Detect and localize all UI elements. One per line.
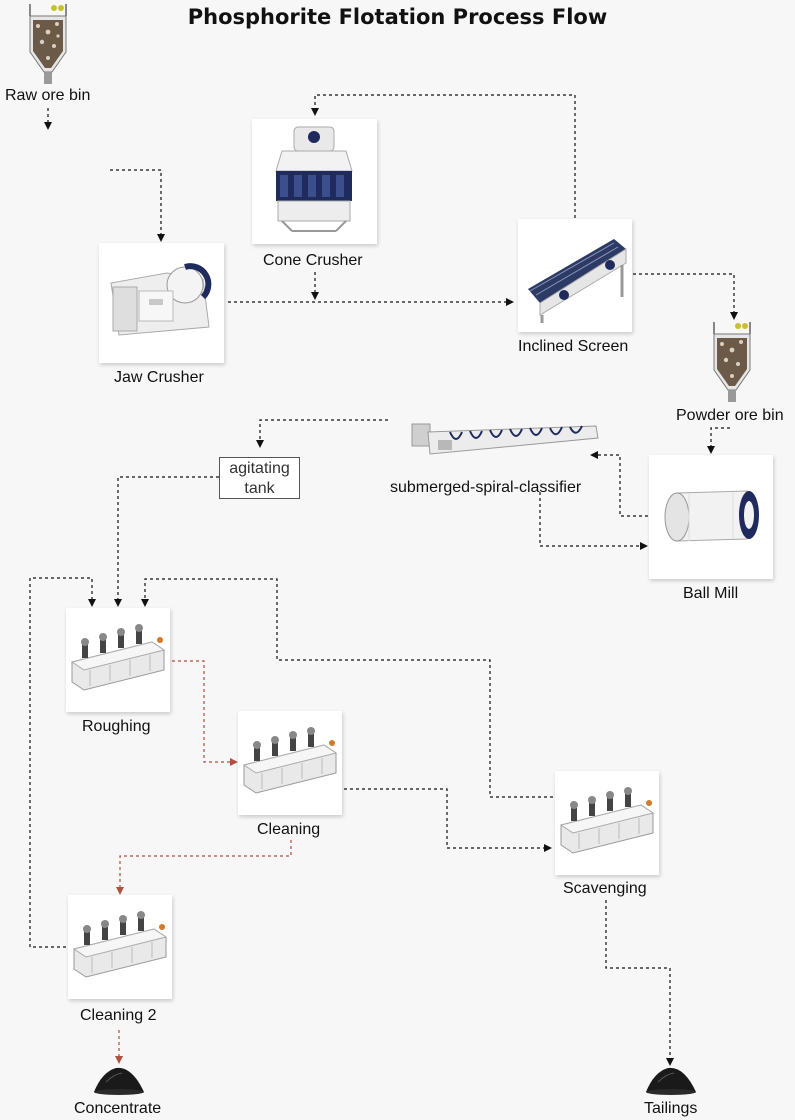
jaw-crusher-label: Jaw Crusher — [114, 369, 204, 386]
cleaning2-label: Cleaning 2 — [80, 1007, 157, 1024]
flow-roughing-to-cleaning — [172, 660, 238, 766]
raw-ore-bin-icon — [24, 2, 72, 86]
raw-ore-bin-label: Raw ore bin — [5, 87, 91, 104]
flow-cleaning2-return — [29, 577, 96, 948]
cleaning2-flotation-icon — [72, 911, 168, 978]
roughing-flotation-icon — [70, 624, 166, 691]
jaw-crusher-icon — [110, 263, 212, 336]
jaw-crusher-card — [99, 243, 224, 363]
cone-crusher-card — [252, 119, 377, 244]
flow-classifier-to-tank — [256, 419, 388, 448]
flow-cleaning-to-cleaning2 — [116, 840, 292, 895]
cone-crusher-icon — [275, 126, 353, 232]
cleaning-flotation-icon — [242, 727, 338, 794]
agitating-tank-label-line2: tank — [244, 480, 275, 497]
powder-ore-bin-label: Powder ore bin — [676, 407, 784, 424]
agitating-tank-box: agitating tank — [219, 457, 300, 499]
tailings-label: Tailings — [644, 1100, 698, 1117]
flow-tank-to-roughing — [114, 476, 219, 607]
scavenging-label: Scavenging — [563, 880, 647, 897]
flow-to-jaw-crusher — [110, 169, 165, 242]
scavenging-card — [555, 771, 659, 875]
cleaning2-card — [68, 895, 172, 999]
flow-scavenging-to-tailings — [605, 900, 674, 1066]
agitating-tank-label-line1: agitating — [229, 460, 290, 477]
flow-screen-to-powder-bin — [633, 273, 738, 320]
flow-powder-bin-to-mill — [707, 427, 730, 454]
flow-mill-to-classifier — [590, 451, 648, 517]
cleaning-card — [238, 711, 342, 815]
concentrate-pile-icon — [92, 1064, 146, 1096]
ball-mill-card — [649, 455, 773, 579]
flow-screen-return — [311, 94, 576, 218]
diagram-title: Phosphorite Flotation Process Flow — [187, 5, 608, 29]
inclined-screen-label: Inclined Screen — [518, 338, 629, 355]
inclined-screen-card — [518, 219, 632, 332]
flow-scavenging-return — [141, 578, 553, 798]
ball-mill-icon — [664, 490, 759, 542]
ball-mill-label: Ball Mill — [683, 585, 739, 602]
cleaning-label: Cleaning — [257, 821, 321, 838]
inclined-screen-icon — [528, 239, 627, 323]
flow-classifier-to-mill — [539, 492, 648, 550]
spiral-classifier-icon — [410, 418, 602, 460]
spiral-classifier-label: submerged-spiral-classifier — [390, 479, 582, 496]
roughing-label: Roughing — [82, 718, 151, 735]
powder-ore-bin-icon — [708, 320, 756, 404]
tailings-pile-icon — [644, 1064, 698, 1096]
cone-crusher-label: Cone Crusher — [263, 252, 363, 269]
concentrate-label: Concentrate — [74, 1100, 162, 1117]
scavenging-flotation-icon — [559, 787, 655, 854]
flow-cleaning-to-scavenging — [344, 788, 552, 852]
roughing-card — [66, 608, 170, 712]
